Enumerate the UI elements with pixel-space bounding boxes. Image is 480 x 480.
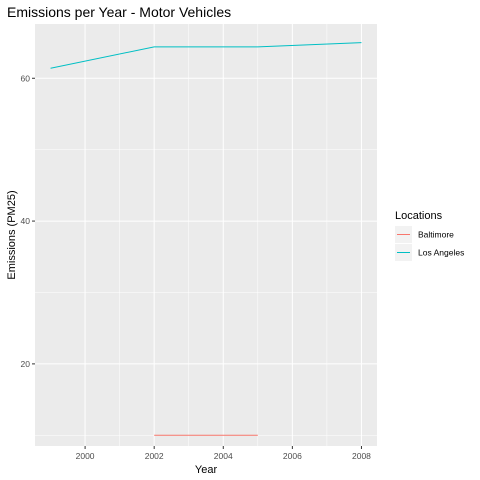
x-tick-label: 2000 [76,451,95,461]
plot-panel [35,24,377,446]
y-axis-ticks: 20 40 60 [21,73,35,369]
x-tick-label: 2004 [214,451,233,461]
x-tick-label: 2008 [352,451,371,461]
major-gridlines [35,24,377,446]
y-tick-label: 60 [21,73,31,83]
y-tick-label: 40 [21,216,31,226]
x-tick-label: 2002 [145,451,164,461]
chart-title: Emissions per Year - Motor Vehicles [7,4,231,20]
legend-label-baltimore: Baltimore [418,230,454,240]
y-tick-label: 20 [21,359,31,369]
series-lines [50,42,362,436]
legend: Locations Baltimore Los Angeles [395,210,464,261]
x-axis-ticks: 2000 2002 2004 2006 2008 [76,446,371,461]
y-axis-title: Emissions (PM25) [6,190,18,279]
x-tick-label: 2006 [283,451,302,461]
legend-label-los-angeles: Los Angeles [418,248,464,258]
x-axis-title: Year [195,464,218,476]
legend-title: Locations [395,210,443,222]
series-line-los-angeles [50,42,362,69]
